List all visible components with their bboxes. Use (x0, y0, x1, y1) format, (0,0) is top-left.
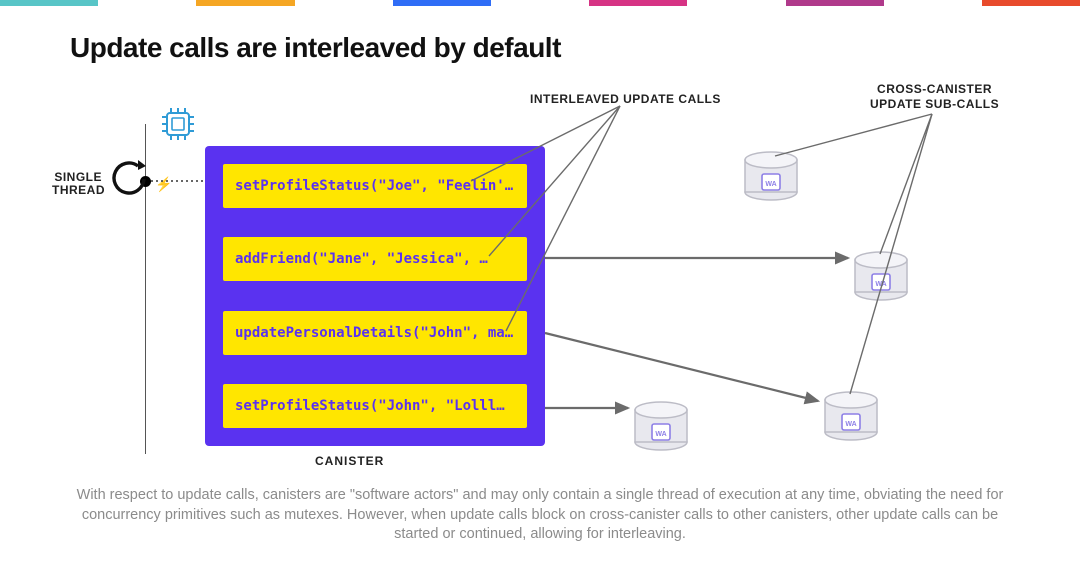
external-canister-icon: WA (820, 386, 882, 442)
diagram-stage: Update calls are interleaved by default … (0, 6, 1080, 572)
external-canister-icon: WA (850, 246, 912, 302)
svg-text:WA: WA (655, 431, 666, 438)
footer-caption: With respect to update calls, canisters … (60, 486, 1020, 545)
svg-text:WA: WA (845, 421, 856, 428)
svg-text:WA: WA (765, 181, 776, 188)
external-canister-icon: WA (740, 146, 802, 202)
svg-text:WA: WA (875, 281, 886, 288)
external-canister-icon: WA (630, 396, 692, 452)
